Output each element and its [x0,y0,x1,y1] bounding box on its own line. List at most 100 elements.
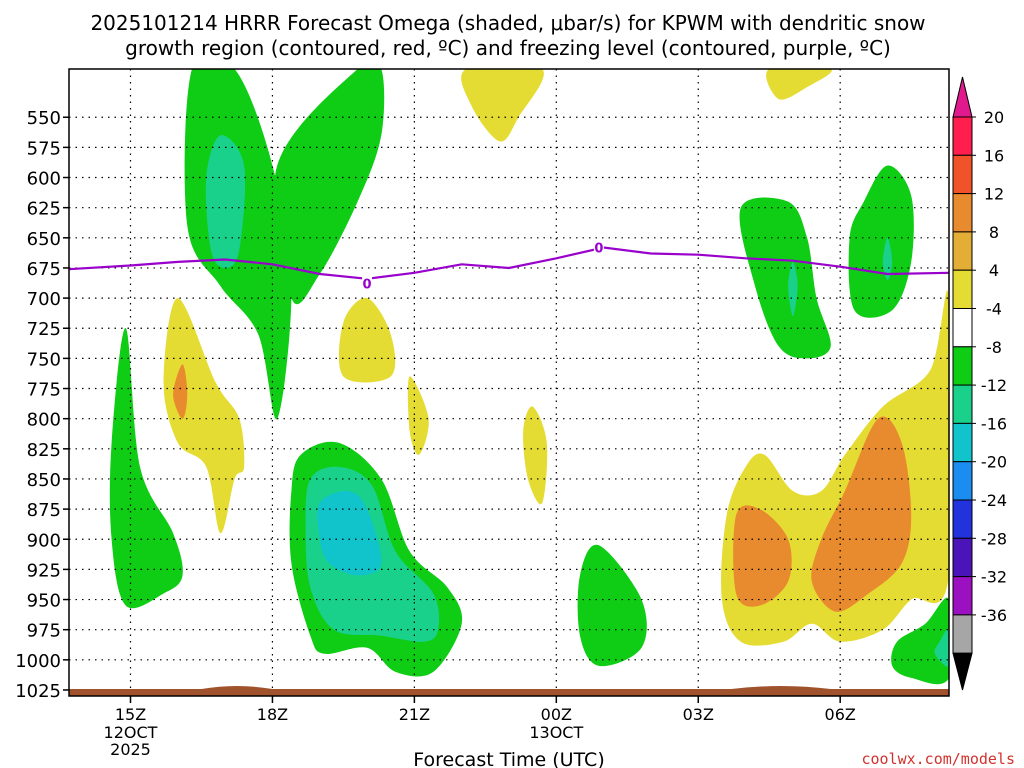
y-tick-label-625: 625 [27,199,61,220]
freezing-level: 00 [68,239,950,293]
colorbar-label-11: -28 [981,529,1007,548]
colorbar-bottom-triangle [952,652,973,691]
freezing-label-0: 0 [363,278,372,293]
colorbar-bin-3 [952,231,973,271]
chart-title-line1: 2025101214 HRRR Forecast Omega (shaded, … [90,11,925,35]
date-label-0-0: 12OCT [104,723,158,742]
omega-region-14 [766,69,832,100]
y-tick-label-925: 925 [27,560,61,581]
colorbar-label-6: -8 [986,338,1002,357]
date-label-1-0: 13OCT [529,723,583,742]
y-tick-label-1000: 1000 [15,651,61,672]
y-tick-label-950: 950 [27,591,61,612]
omega-region-10 [317,490,382,576]
y-tick-label-825: 825 [27,440,61,461]
colorbar-bin-10 [952,499,973,539]
y-tick-label-750: 750 [27,349,61,370]
y-axis: 550 575 600 625 650 675 700 725 750 775 800 825 850 8… [15,108,69,702]
colorbar-label-8: -16 [981,414,1007,433]
colorbar-top-triangle [952,76,973,118]
colorbar-bin-4 [952,269,973,310]
colorbar-bin-0 [952,116,973,156]
colorbar-label-1: 16 [984,146,1004,165]
y-tick-label-675: 675 [27,259,61,280]
omega-region-16 [788,261,798,317]
x-tick-label-15Z: 15Z [115,705,146,724]
omega-region-5 [173,364,188,419]
omega-region-7 [407,376,429,456]
colorbar-bin-7 [952,384,973,424]
omega-region-20 [733,505,792,607]
omega-region-4 [163,298,245,534]
freezing-level-line [68,246,950,280]
terrain-bump-1 [731,686,831,689]
omega-region-2 [205,135,246,268]
colorbar-label-3: 8 [989,223,999,242]
omega-shading [109,69,949,685]
omega-region-15 [739,197,831,359]
grid-lines [69,69,949,696]
y-tick-label-975: 975 [27,621,61,642]
y-tick-label-650: 650 [27,229,61,250]
colorbar-bin-9 [952,461,973,501]
omega-region-17 [848,165,914,318]
date-label-0-1: 2025 [110,740,151,759]
terrain-strip [69,689,949,696]
omega-region-21 [811,416,912,612]
colorbar-label-10: -24 [981,491,1007,510]
x-tick-label-06Z: 06Z [825,705,856,724]
y-tick-label-700: 700 [27,289,61,310]
y-tick-label-550: 550 [27,108,61,129]
omega-region-18 [882,237,893,280]
y-tick-label-575: 575 [27,138,61,159]
freezing-label-1: 0 [594,241,603,256]
colorbar: 20 16 12 8 4 -4 -8 -12 -16 -20 -24 -28 -32 -36 [952,76,1007,691]
chart-title-line2: growth region (contoured, red, ºC) and f… [125,36,891,60]
colorbar-bin-5 [952,308,973,348]
freezing-label-bg-1 [593,239,604,255]
y-tick-label-800: 800 [27,410,61,431]
omega-region-11 [523,406,548,505]
colorbar-label-0: 20 [984,108,1004,127]
x-tick-label-03Z: 03Z [683,705,714,724]
omega-region-1 [273,69,385,305]
colorbar-bin-8 [952,422,973,463]
x-tick-label-18Z: 18Z [257,705,288,724]
colorbar-label-12: -32 [981,568,1007,587]
x-tick-label-00Z: 00Z [541,705,572,724]
colorbar-bin-2 [952,193,973,233]
y-tick-label-775: 775 [27,380,61,401]
colorbar-label-4: 4 [989,261,999,280]
colorbar-label-7: -12 [981,376,1007,395]
terrain [69,686,949,696]
colorbar-bin-1 [952,154,973,195]
y-tick-label-850: 850 [27,470,61,491]
x-axis-label: Forecast Time (UTC) [413,749,604,768]
y-tick-label-600: 600 [27,169,61,190]
colorbar-bin-12 [952,576,973,616]
colorbar-bin-6 [952,346,973,386]
colorbar-bin-13 [952,614,973,654]
colorbar-label-2: 12 [984,185,1004,204]
omega-region-13 [461,69,544,142]
colorbar-bin-11 [952,537,973,578]
omega-region-12 [577,544,647,667]
colorbar-label-5: -4 [986,300,1002,319]
colorbar-label-9: -20 [981,453,1007,472]
y-tick-label-875: 875 [27,500,61,521]
omega-region-6 [338,297,396,383]
x-tick-label-21Z: 21Z [399,705,430,724]
y-tick-label-900: 900 [27,530,61,551]
omega-region-23 [934,628,949,667]
y-tick-label-1025: 1025 [15,681,61,702]
colorbar-label-13: -36 [981,606,1007,625]
terrain-bump-0 [201,686,273,689]
freezing-label-bg-0 [362,275,373,291]
omega-region-22 [891,597,949,685]
omega-region-3 [109,328,183,609]
y-tick-label-725: 725 [27,319,61,340]
plot-frame [68,68,950,697]
watermark: coolwx.com/models [861,750,1015,768]
